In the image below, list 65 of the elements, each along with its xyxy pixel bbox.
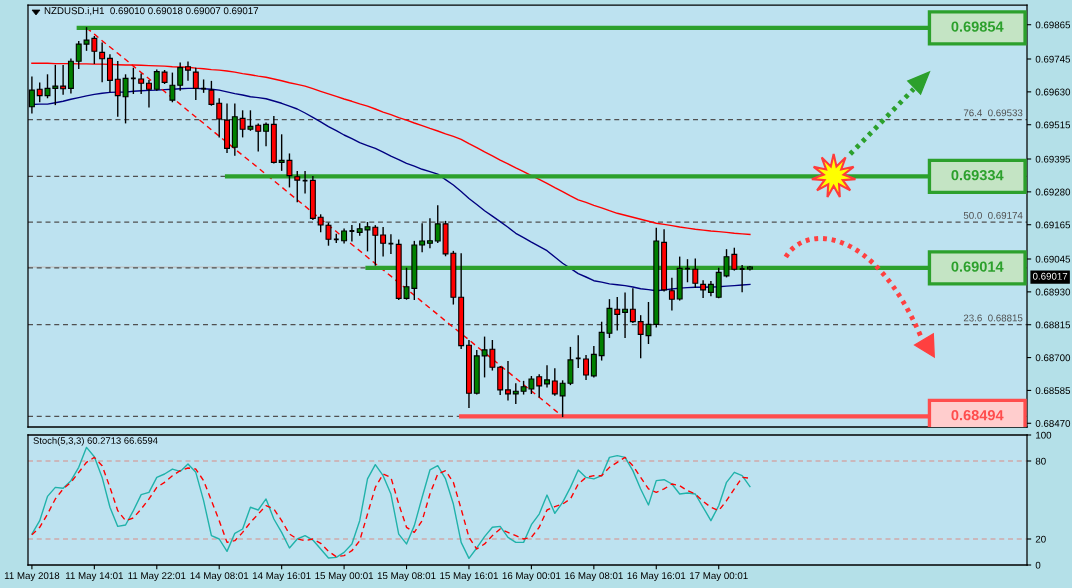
candlestick [692,258,699,288]
x-tick-label: 15 May 00:01 [315,572,374,582]
candlestick [668,277,675,311]
y-tick-label: 0.68700 [1035,354,1071,362]
candlestick [700,280,707,298]
y-tick-label: 0.69865 [1035,21,1071,29]
chart-title: NZDUSD.i,H1 0.69010 0.69018 0.69007 0.69017 [44,7,259,16]
series-label: 0.69334 [951,170,1004,181]
candlestick [138,73,145,94]
y-tick-label: 0.69045 [1035,255,1071,263]
chart-title: Stoch(5,3,3) 60.2713 66.6594 [33,437,158,446]
candlestick [536,374,543,398]
ref-line-label: 50.0 0.69174 [963,211,1023,219]
candlestick [505,360,511,401]
candlestick [419,223,426,253]
candlestick [622,292,629,338]
candlestick [583,354,590,380]
x-tick-label: 15 May 16:01 [440,572,498,582]
y-tick-label: 0.69280 [1035,188,1071,196]
candlestick [497,366,504,396]
ref-line-label: 23.6 0.68815 [963,314,1023,322]
y-tick-label: 20 [1035,535,1046,543]
y-tick-label: 100 [1036,431,1052,439]
y-tick-label: 0.68470 [1035,420,1071,427]
ref-line-label: 0.69017 [1032,272,1068,280]
y-tick-label: 0.69515 [1035,121,1071,129]
candlestick [153,69,160,91]
candlestick [177,62,184,91]
x-tick-label: 16 May 08:01 [565,572,623,582]
y-tick-label: 0.68585 [1035,387,1071,395]
candlestick [294,170,301,203]
candlestick [512,383,519,404]
candlestick [216,98,223,138]
candlestick [169,72,176,103]
y-tick-label: 0.68815 [1035,321,1071,329]
x-tick-label: 14 May 08:01 [190,572,249,582]
y-tick-label: 80 [1035,457,1046,465]
candlestick [426,218,433,249]
x-tick-label: 11 May 14:01 [65,572,123,582]
candlestick [380,226,387,257]
x-tick-label: 15 May 08:01 [377,572,436,582]
candlestick [192,67,199,100]
candlestick [590,346,597,378]
candlestick [145,80,152,108]
candlestick [263,122,270,147]
y-tick-label: 0 [1035,561,1041,569]
candlestick [208,80,215,106]
ref-line-label: 76.4 0.69533 [963,109,1023,117]
x-tick-label: 16 May 00:01 [502,572,561,582]
series-label: 0.68494 [951,410,1004,421]
x-tick-label: 11 May 22:01 [128,572,186,582]
series-label: 0.69014 [951,261,1004,272]
y-tick-label: 0.69630 [1035,88,1071,96]
x-tick-label: 17 May 00:01 [690,572,748,582]
y-tick-label: 0.69745 [1035,55,1071,63]
y-tick-label: 0.69165 [1035,221,1071,229]
y-tick-label: 0.69395 [1035,155,1071,163]
candlestick [551,368,558,396]
series-label: 0.69854 [951,21,1004,32]
x-tick-label: 14 May 16:01 [252,572,311,582]
candlestick [544,365,550,388]
candlestick [629,288,636,324]
y-tick-label: 0.68930 [1035,288,1071,296]
x-tick-label: 16 May 16:01 [627,572,686,582]
x-tick-label: 11 May 2018 [4,572,60,582]
